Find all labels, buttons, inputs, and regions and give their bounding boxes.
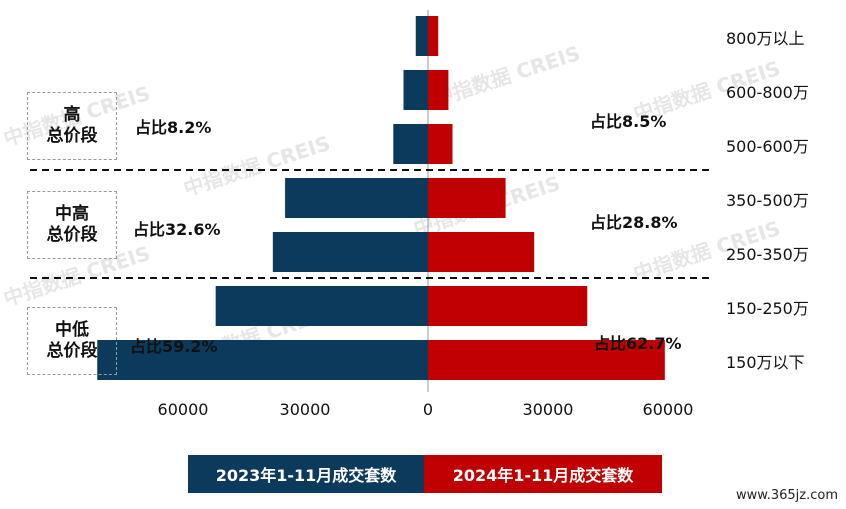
bar-2023-6 [97, 340, 428, 380]
share-label-left: 占比59.2% [130, 337, 218, 356]
bar-2024-4 [428, 232, 535, 272]
bar-2023-5 [215, 286, 428, 326]
category-label: 150-250万 [726, 299, 809, 318]
x-tick-label: 30000 [522, 400, 574, 419]
bar-2023-3 [285, 178, 428, 218]
tier-label-line1: 高 [63, 104, 81, 125]
share-label-left: 占比8.2% [135, 118, 212, 137]
category-label: 600-800万 [726, 83, 809, 102]
bar-2023-1 [403, 70, 428, 110]
tier-label-line2: 总价段 [46, 341, 98, 361]
category-label: 350-500万 [726, 191, 809, 210]
tier-label-line1: 中高 [55, 203, 89, 224]
x-tick-label: 30000 [279, 400, 331, 419]
bar-2023-2 [393, 124, 428, 164]
category-label: 800万以上 [726, 29, 805, 48]
share-label-left: 占比32.6% [133, 220, 221, 239]
share-label-right: 占比28.8% [590, 213, 678, 232]
bar-2024-3 [428, 178, 506, 218]
bar-2023-4 [272, 232, 428, 272]
category-label: 250-350万 [726, 245, 809, 264]
tier-label-line1: 中低 [55, 319, 89, 340]
tier-label-line2: 总价段 [46, 126, 98, 146]
x-tick-label: 0 [422, 400, 434, 419]
tier-label-mid-high: 中高 总价段 [27, 191, 117, 259]
category-label: 500-600万 [726, 137, 809, 156]
category-label: 150万以下 [726, 353, 805, 372]
bar-2024-6 [428, 340, 665, 380]
tier-label-mid-low: 中低 总价段 [27, 307, 117, 375]
tier-label-line2: 总价段 [46, 225, 98, 245]
x-tick-label: 60000 [157, 400, 209, 419]
x-tick-label: 60000 [642, 400, 694, 419]
share-label-right: 占比62.7% [594, 334, 682, 353]
bar-2024-1 [428, 70, 449, 110]
legend-item-2024: 2024年1-11月成交套数 [424, 455, 662, 493]
bar-2024-0 [428, 16, 439, 56]
website-watermark: www.365jz.com [736, 488, 838, 503]
tier-label-high: 高 总价段 [27, 92, 117, 160]
bar-2023-0 [415, 16, 428, 56]
bar-2024-5 [428, 286, 588, 326]
share-label-right: 占比8.5% [590, 112, 667, 131]
bar-2024-2 [428, 124, 453, 164]
legend-item-2023: 2023年1-11月成交套数 [188, 455, 424, 493]
